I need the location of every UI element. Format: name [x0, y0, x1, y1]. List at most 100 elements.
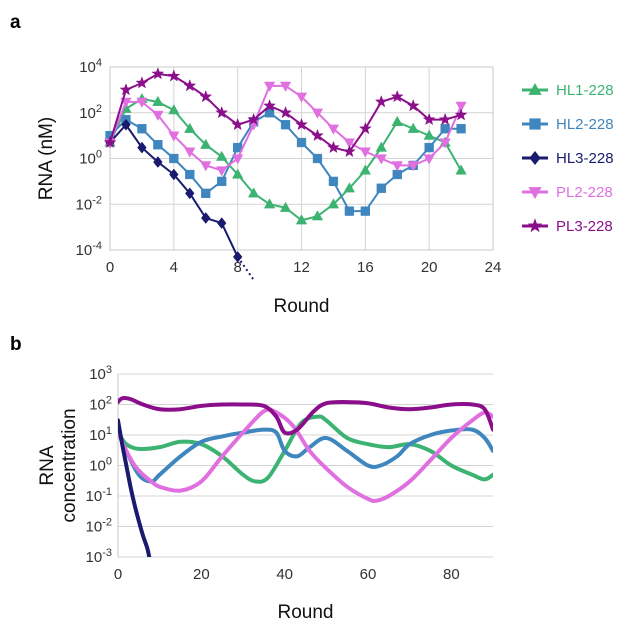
- panel-b-y-tick-label: 102: [89, 395, 112, 414]
- data-point-pl2-228: [168, 131, 180, 142]
- data-point-pl3-228: [454, 108, 468, 121]
- data-point-hl1-228: [455, 164, 467, 175]
- data-point-hl3-228: [232, 250, 243, 263]
- legend-item-pl2-228: PL2-228: [522, 184, 613, 201]
- data-point-hl1-228: [263, 198, 276, 209]
- panel-a-x-tick-label: 20: [421, 259, 438, 276]
- data-point-hl1-228: [311, 210, 324, 221]
- data-point-hl1-228: [279, 201, 292, 212]
- curve-hl3-228: [118, 418, 152, 557]
- data-point-pl2-228: [232, 154, 244, 165]
- data-point-pl2-228: [423, 154, 435, 165]
- panel-b-y-tick-label: 100: [89, 456, 112, 475]
- panel-a-y-tick-label: 10-4: [76, 240, 102, 259]
- panel-a-label: a: [10, 12, 21, 33]
- panel-a-y-axis-title: RNA (nM): [36, 117, 57, 200]
- data-point-hl2-228: [153, 140, 163, 150]
- data-point-hl2-228: [376, 183, 386, 193]
- data-point-pl2-228: [439, 138, 451, 149]
- data-point-pl3-228: [231, 117, 245, 131]
- data-point-pl2-228: [407, 161, 419, 172]
- data-point-hl2-228: [217, 176, 227, 187]
- data-point-pl3-228: [279, 105, 293, 119]
- data-point-hl1-228: [423, 129, 435, 140]
- data-point-pl3-228: [119, 83, 133, 96]
- data-point-pl2-228: [184, 147, 196, 158]
- data-point-hl3-228: [153, 156, 163, 168]
- legend-marker-icon: [529, 151, 541, 165]
- data-point-pl3-228: [422, 112, 436, 126]
- panel-b-x-tick-label: 40: [276, 566, 293, 583]
- curve-hl2-228: [118, 427, 493, 484]
- panel-a-x-tick-label: 4: [170, 259, 178, 276]
- data-point-hl2-228: [344, 206, 355, 216]
- data-point-hl2-228: [328, 176, 339, 187]
- panel-b-x-tick-label: 80: [443, 566, 460, 583]
- legend-marker-icon: [528, 187, 542, 199]
- panel-a-y-tick-label: 100: [79, 149, 102, 168]
- data-point-pl2-228: [375, 154, 387, 165]
- panel-b-y-tick-label: 101: [89, 425, 112, 444]
- data-point-hl3-228: [121, 118, 131, 131]
- legend-label: HL2-228: [556, 116, 614, 133]
- panel-a-x-tick-label: 16: [357, 259, 374, 276]
- panel-b-y-tick-label: 10-2: [86, 517, 112, 536]
- curve-pl2-228: [118, 407, 493, 503]
- data-point-pl2-228: [152, 110, 164, 121]
- panel-a-x-tick-label: 0: [106, 259, 114, 276]
- panel-a-y-tick-label: 102: [79, 103, 102, 122]
- data-point-hl2-228: [296, 137, 307, 148]
- data-point-pl3-228: [215, 105, 229, 119]
- panel-b-y-axis-title: RNAconcentration: [37, 408, 80, 522]
- data-point-pl3-228: [199, 89, 213, 103]
- data-point-pl2-228: [216, 166, 228, 177]
- panel-b-x-tick-label: 60: [360, 566, 377, 583]
- panel-a-y-tick-label: 10-2: [76, 194, 102, 213]
- panel-b-x-tick-label: 0: [114, 566, 122, 583]
- data-point-pl3-228: [183, 79, 197, 92]
- legend-marker-icon: [529, 118, 541, 130]
- data-point-hl2-228: [440, 124, 450, 134]
- data-point-hl2-228: [137, 124, 147, 134]
- panel-a-plot-frame: [109, 66, 494, 251]
- data-point-hl3-228: [201, 212, 211, 224]
- panel-a-x-tick-label: 24: [485, 259, 502, 276]
- data-point-hl2-228: [456, 124, 466, 134]
- data-point-pl3-228: [342, 144, 356, 158]
- data-point-hl1-228: [232, 168, 244, 179]
- data-point-hl1-228: [359, 164, 371, 175]
- data-point-pl3-228: [263, 99, 277, 112]
- data-point-hl2-228: [201, 188, 211, 198]
- panel-b-label: b: [10, 334, 22, 355]
- data-point-hl3-228: [137, 141, 147, 154]
- panel-b-y-tick-label: 10-1: [86, 486, 112, 505]
- data-point-pl2-228: [359, 147, 371, 158]
- data-point-pl2-228: [343, 138, 356, 149]
- data-point-hl1-228: [152, 95, 164, 106]
- panel-b-x-tick-label: 20: [193, 566, 210, 583]
- data-point-pl3-228: [358, 121, 372, 135]
- data-point-hl1-228: [168, 104, 180, 115]
- legend-item-pl3-228: PL3-228: [522, 218, 613, 235]
- data-point-hl1-228: [295, 214, 308, 225]
- data-point-pl3-228: [247, 112, 261, 126]
- data-point-pl2-228: [200, 161, 212, 172]
- data-point-pl2-228: [136, 97, 148, 108]
- data-point-hl3-228: [216, 217, 227, 229]
- data-point-pl3-228: [390, 89, 404, 103]
- legend-label: PL3-228: [556, 218, 613, 235]
- data-point-pl2-228: [311, 108, 324, 119]
- panel-a-x-axis-title: Round: [274, 296, 330, 317]
- legend-item-hl1-228: HL1-228: [522, 82, 614, 99]
- legend-item-hl2-228: HL2-228: [522, 116, 614, 133]
- data-point-hl3-228: [185, 187, 195, 200]
- data-point-hl2-228: [360, 206, 370, 216]
- data-point-pl2-228: [263, 81, 276, 92]
- data-point-pl2-228: [391, 161, 403, 172]
- data-point-hl1-228: [407, 122, 419, 133]
- legend-item-hl3-228: HL3-228: [522, 150, 614, 167]
- data-point-hl2-228: [169, 153, 179, 164]
- data-point-pl3-228: [151, 67, 165, 80]
- data-point-hl2-228: [233, 142, 243, 153]
